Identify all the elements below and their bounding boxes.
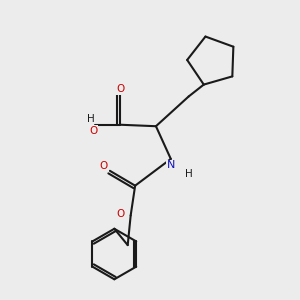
Text: O: O xyxy=(100,161,108,171)
Text: O: O xyxy=(116,209,124,219)
Text: O: O xyxy=(116,84,124,94)
Text: H: H xyxy=(185,169,193,179)
Text: H: H xyxy=(87,114,94,124)
Text: O: O xyxy=(89,126,98,136)
Text: N: N xyxy=(167,160,175,170)
